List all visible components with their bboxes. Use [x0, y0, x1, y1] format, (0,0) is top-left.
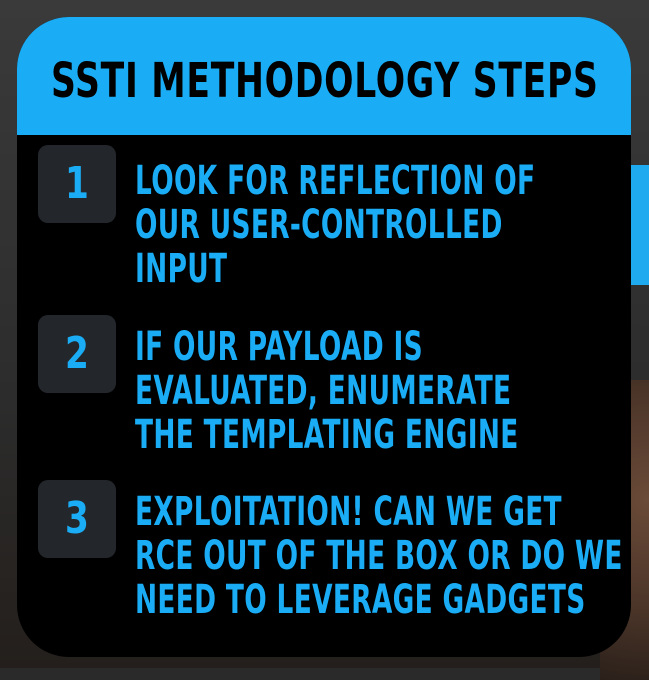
step-number-badge: 1 [38, 145, 116, 223]
step-number: 2 [65, 328, 89, 379]
step-line: IF OUR PAYLOAD IS [135, 324, 423, 370]
step-number: 1 [65, 158, 89, 209]
step-number-badge: 3 [38, 480, 116, 558]
step-description: EXPLOITATION! CAN WE GET RCE OUT OF THE … [135, 490, 623, 622]
step-line: EXPLOITATION! CAN WE GET [135, 489, 562, 535]
step-line: NEED TO LEVERAGE GADGETS [135, 577, 586, 623]
background-accent-stripe [630, 165, 649, 285]
step-description: LOOK FOR REFLECTION OF OUR USER-CONTROLL… [135, 159, 535, 291]
step-number: 3 [65, 493, 89, 544]
step-line: EVALUATED, ENUMERATE [135, 368, 512, 414]
step-description: IF OUR PAYLOAD IS EVALUATED, ENUMERATE T… [135, 325, 519, 457]
step-line: OUR USER-CONTROLLED [135, 202, 503, 248]
step-line: INPUT [135, 246, 228, 292]
methodology-card: SSTI METHODOLOGY STEPS 1 LOOK FOR REFLEC… [17, 17, 631, 657]
card-header: SSTI METHODOLOGY STEPS [17, 17, 631, 135]
step-line: RCE OUT OF THE BOX OR DO WE [135, 533, 623, 579]
step-line: THE TEMPLATING ENGINE [135, 412, 519, 458]
card-title: SSTI METHODOLOGY STEPS [51, 53, 599, 109]
step-line: LOOK FOR REFLECTION OF [135, 158, 536, 204]
step-number-badge: 2 [38, 315, 116, 393]
